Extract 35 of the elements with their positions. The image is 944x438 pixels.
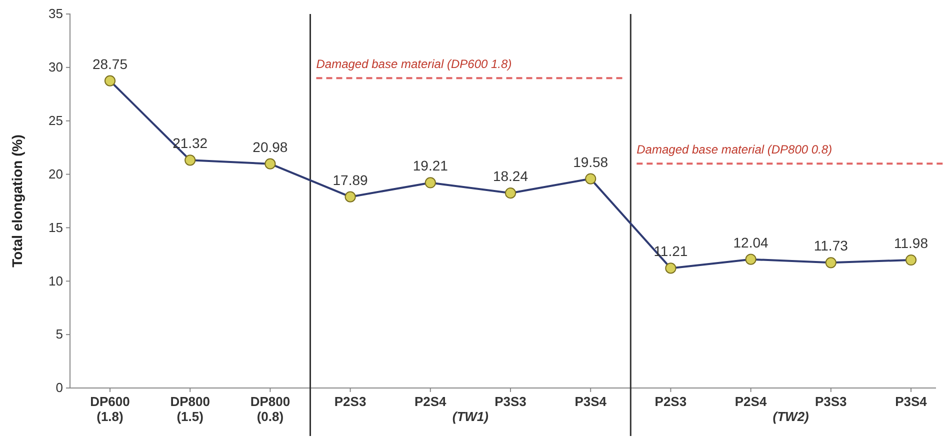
x-tick-label: P2S4 <box>414 394 448 409</box>
data-label: 17.89 <box>332 172 368 188</box>
y-tick-label: 20 <box>48 166 63 182</box>
x-tick-label: DP800 (0.8) <box>250 394 290 424</box>
y-tick-label: 10 <box>48 273 63 288</box>
x-tick-label: P3S4 <box>574 394 608 409</box>
y-tick-label: 15 <box>48 220 63 235</box>
data-label: 19.21 <box>412 158 448 174</box>
x-tick-label: P2S3 <box>334 394 366 409</box>
x-tick-label: P3S3 <box>814 394 847 409</box>
text: (TW1) <box>452 409 489 424</box>
data-label: 11.98 <box>894 234 928 251</box>
y-tick-label: 0 <box>56 380 63 396</box>
x-tick-label: P3S3 <box>494 394 526 409</box>
y-tick-label: 30 <box>48 60 63 75</box>
data-label: 21.32 <box>172 135 208 152</box>
x-tick-label: DP800 (1.5) <box>170 394 210 424</box>
data-label: 20.98 <box>252 138 288 155</box>
ref-line-label: Damaged base material (DP600 1.8) <box>316 57 512 72</box>
y-tick-label: 5 <box>56 326 63 342</box>
data-label: 28.75 <box>92 56 128 72</box>
data-label: 11.21 <box>654 243 688 260</box>
ref-line-label: Damaged base material (DP800 0.8) <box>636 142 832 157</box>
y-tick-label: 25 <box>48 113 63 128</box>
x-tick-label: P3S4 <box>895 394 928 409</box>
text: (TW2) <box>772 409 809 424</box>
data-label: 18.24 <box>492 168 528 184</box>
x-tick-label: P2S4 <box>734 394 768 409</box>
data-label: 19.58 <box>573 154 608 170</box>
data-label: 11.73 <box>814 238 848 254</box>
y-axis-title: Total elongation (%) <box>9 134 25 268</box>
data-label: 12.04 <box>733 234 769 250</box>
x-tick-label: P2S3 <box>654 394 687 409</box>
x-tick-label: DP600 (1.8) <box>90 394 130 424</box>
y-tick-label: 35 <box>48 6 63 22</box>
